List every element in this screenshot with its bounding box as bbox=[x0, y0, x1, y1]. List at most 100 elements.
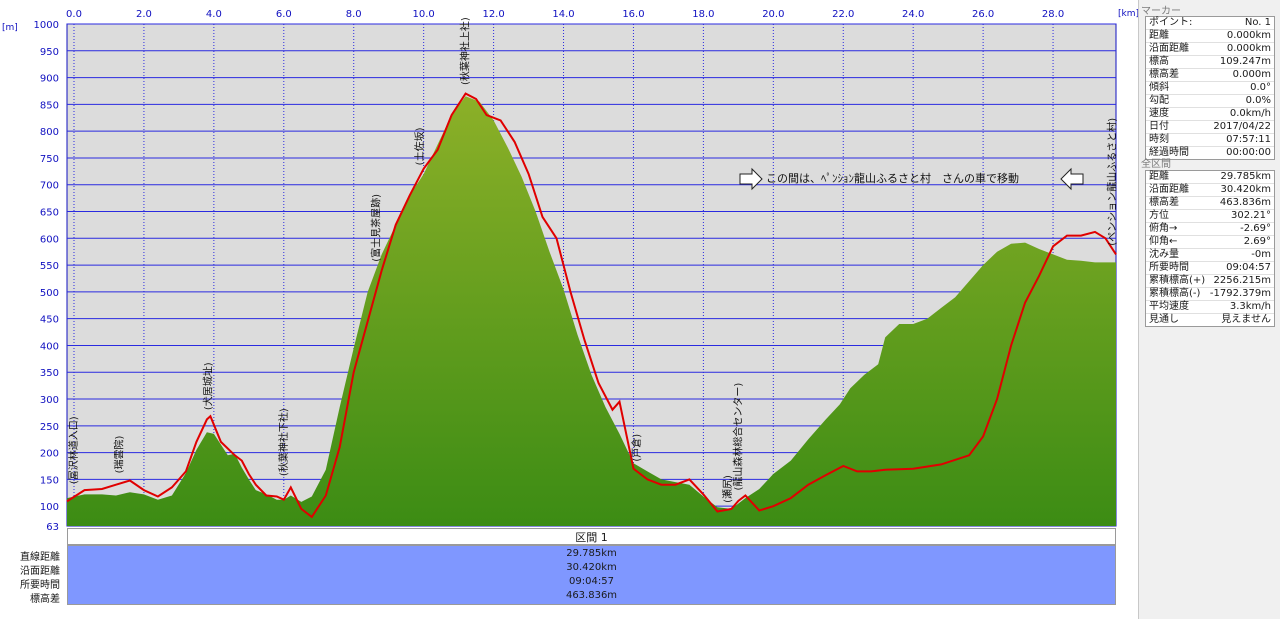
y-tick-label: 900 bbox=[40, 74, 59, 85]
y-tick-label: 650 bbox=[40, 208, 59, 219]
section-panel-title: 全区間 bbox=[1141, 159, 1171, 170]
marker-panel: ポイント: No. 1 距離 0.000km 沿面距離 0.000km 標高 109.247m… bbox=[1145, 16, 1275, 160]
info-value: 2017/04/22 bbox=[1213, 121, 1271, 132]
x-tick-label: 0.0 bbox=[66, 9, 82, 20]
y-tick-label: 500 bbox=[40, 288, 59, 299]
x-tick-label: 20.0 bbox=[762, 9, 784, 20]
transfer-annotation: この間は、ﾍﾟﾝｼｮﾝ龍山ふるさと村 さんの車で移動 bbox=[739, 167, 1084, 191]
info-label: 日付 bbox=[1149, 121, 1169, 132]
info-value: 07:57:11 bbox=[1226, 134, 1271, 145]
info-value: -2.69° bbox=[1240, 223, 1271, 234]
place-label: (秋葉神社下社) bbox=[277, 408, 290, 476]
info-label: 経過時間 bbox=[1149, 147, 1189, 158]
info-value: 0.0° bbox=[1250, 82, 1271, 93]
y-tick-label: 950 bbox=[40, 47, 59, 58]
x-tick-label: 24.0 bbox=[902, 9, 924, 20]
place-label: (戸倉) bbox=[630, 434, 643, 462]
place-label: (瀬尻) bbox=[722, 475, 734, 503]
info-row: 時刻 07:57:11 bbox=[1146, 134, 1274, 147]
annotation-text: この間は、ﾍﾟﾝｼｮﾝ龍山ふるさと村 さんの車で移動 bbox=[766, 171, 1019, 185]
info-value: 30.420km bbox=[1220, 184, 1271, 195]
y-tick-label: 200 bbox=[40, 449, 59, 460]
x-unit-label: [km] bbox=[1118, 9, 1139, 19]
info-row: 日付 2017/04/22 bbox=[1146, 121, 1274, 134]
info-row: 標高差 0.000m bbox=[1146, 69, 1274, 82]
y-tick-label: 100 bbox=[40, 502, 59, 513]
terrain-area bbox=[67, 96, 1116, 527]
info-label: 沿面距離 bbox=[1149, 184, 1189, 195]
x-tick-label: 12.0 bbox=[482, 9, 504, 20]
info-label: 標高差 bbox=[1149, 197, 1179, 208]
info-row: 速度 0.0km/h bbox=[1146, 108, 1274, 121]
info-row: 平均速度 3.3km/h bbox=[1146, 301, 1274, 314]
info-value: 0.0km/h bbox=[1229, 108, 1271, 119]
info-label: 累積標高(-) bbox=[1149, 288, 1201, 299]
y-tick-label: 750 bbox=[40, 154, 59, 165]
info-value: 3.3km/h bbox=[1229, 301, 1271, 312]
info-label: 累積標高(+) bbox=[1149, 275, 1206, 286]
x-tick-label: 28.0 bbox=[1042, 9, 1064, 20]
info-row: 傾斜 0.0° bbox=[1146, 82, 1274, 95]
y-unit-label: [m] bbox=[2, 23, 18, 33]
right-arrow-icon bbox=[739, 167, 763, 191]
info-value: No. 1 bbox=[1244, 17, 1271, 28]
x-tick-label: 18.0 bbox=[692, 9, 714, 20]
info-value: 302.21° bbox=[1231, 210, 1271, 221]
info-value: 0.000km bbox=[1226, 43, 1271, 54]
y-tick-label: 63 bbox=[46, 522, 59, 533]
info-row: 距離 29.785km bbox=[1146, 171, 1274, 184]
info-value: -1792.379m bbox=[1209, 288, 1271, 299]
y-tick-label: 700 bbox=[40, 181, 59, 192]
x-tick-label: 14.0 bbox=[552, 9, 574, 20]
info-row: 標高差 463.836m bbox=[1146, 197, 1274, 210]
info-value: 00:00:00 bbox=[1226, 147, 1271, 158]
info-label: 時刻 bbox=[1149, 134, 1169, 145]
info-row: 見通し 見えません bbox=[1146, 314, 1274, 326]
info-label: 標高 bbox=[1149, 56, 1169, 67]
info-value: 0.000km bbox=[1226, 30, 1271, 41]
place-label: (秋葉神社上社) bbox=[459, 17, 472, 85]
summary-value: 30.420km bbox=[566, 562, 617, 573]
summary-value: 29.785km bbox=[566, 548, 617, 559]
info-label: 勾配 bbox=[1149, 95, 1169, 106]
info-label: 方位 bbox=[1149, 210, 1169, 221]
y-tick-label: 300 bbox=[40, 395, 59, 406]
info-label: 標高差 bbox=[1149, 69, 1179, 80]
info-value: 0.000m bbox=[1232, 69, 1271, 80]
info-label: 傾斜 bbox=[1149, 82, 1169, 93]
info-row: 仰角← 2.69° bbox=[1146, 236, 1274, 249]
y-tick-label: 400 bbox=[40, 341, 59, 352]
info-value: 0.0% bbox=[1245, 95, 1271, 106]
info-row: 所要時間 09:04:57 bbox=[1146, 262, 1274, 275]
summary-value: 463.836m bbox=[565, 590, 618, 601]
info-value: 09:04:57 bbox=[1226, 262, 1271, 273]
info-row: 距離 0.000km bbox=[1146, 30, 1274, 43]
y-tick-label: 350 bbox=[40, 368, 59, 379]
info-label: 所要時間 bbox=[1149, 262, 1189, 273]
summary-label: 標高差 bbox=[30, 594, 60, 605]
y-tick-label: 600 bbox=[40, 234, 59, 245]
info-label: 速度 bbox=[1149, 108, 1169, 119]
info-label: 距離 bbox=[1149, 30, 1169, 41]
summary-label: 沿面距離 bbox=[20, 566, 60, 577]
info-label: ポイント: bbox=[1149, 17, 1193, 28]
info-value: 2256.215m bbox=[1213, 275, 1271, 286]
y-tick-label: 850 bbox=[40, 100, 59, 111]
info-row: 経過時間 00:00:00 bbox=[1146, 147, 1274, 159]
info-row: ポイント: No. 1 bbox=[1146, 17, 1274, 30]
left-arrow-icon bbox=[1060, 167, 1084, 191]
y-tick-label: 150 bbox=[40, 475, 59, 486]
summary-label: 直線距離 bbox=[20, 552, 60, 563]
y-tick-label: 550 bbox=[40, 261, 59, 272]
x-tick-label: 26.0 bbox=[972, 9, 994, 20]
info-row: 沿面距離 0.000km bbox=[1146, 43, 1274, 56]
place-label: (ペンション龍山ふるさと村) bbox=[1106, 118, 1119, 246]
y-tick-label: 450 bbox=[40, 315, 59, 326]
info-value: 463.836m bbox=[1219, 197, 1271, 208]
y-tick-label: 800 bbox=[40, 127, 59, 138]
y-tick-label: 250 bbox=[40, 422, 59, 433]
summary-value: 09:04:57 bbox=[569, 576, 614, 587]
info-row: 累積標高(+) 2256.215m bbox=[1146, 275, 1274, 288]
place-label: (冨沢林道入口) bbox=[67, 416, 80, 484]
